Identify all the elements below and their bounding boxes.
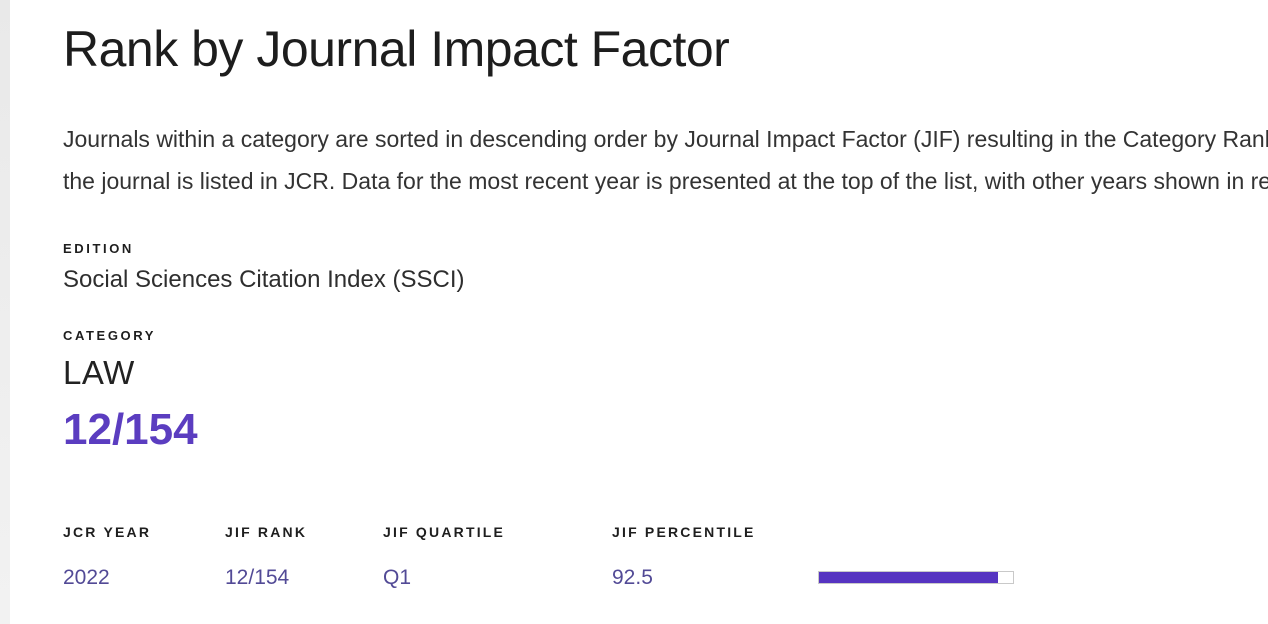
jif-percentile-bar-fill [819,572,999,583]
description-line-1: Journals within a category are sorted in… [63,126,1268,152]
column-header-jif-rank: JIF RANK [225,524,308,540]
category-rank-value: 12/154 [63,405,198,454]
cell-jcr-year[interactable]: 2022 [63,566,110,589]
description-line-2: the journal is listed in JCR. Data for t… [63,168,1268,194]
cell-jif-rank[interactable]: 12/154 [225,566,290,589]
edition-value: Social Sciences Citation Index (SSCI) [63,266,465,293]
jif-percentile-bar [818,571,1014,584]
category-value: LAW [63,354,135,391]
page-left-edge [0,0,10,624]
column-header-jcr-year: JCR YEAR [63,524,152,540]
cell-jif-percentile[interactable]: 92.5 [612,566,653,589]
edition-label: EDITION [63,241,134,256]
category-label: CATEGORY [63,328,157,343]
cell-jif-quartile[interactable]: Q1 [383,566,412,589]
rank-table: JCR YEAR JIF RANK JIF QUARTILE JIF PERCE… [63,524,1028,590]
column-header-jif-percentile: JIF PERCENTILE [612,524,756,540]
column-header-jif-quartile: JIF QUARTILE [383,524,506,540]
page-title: Rank by Journal Impact Factor [63,21,730,77]
